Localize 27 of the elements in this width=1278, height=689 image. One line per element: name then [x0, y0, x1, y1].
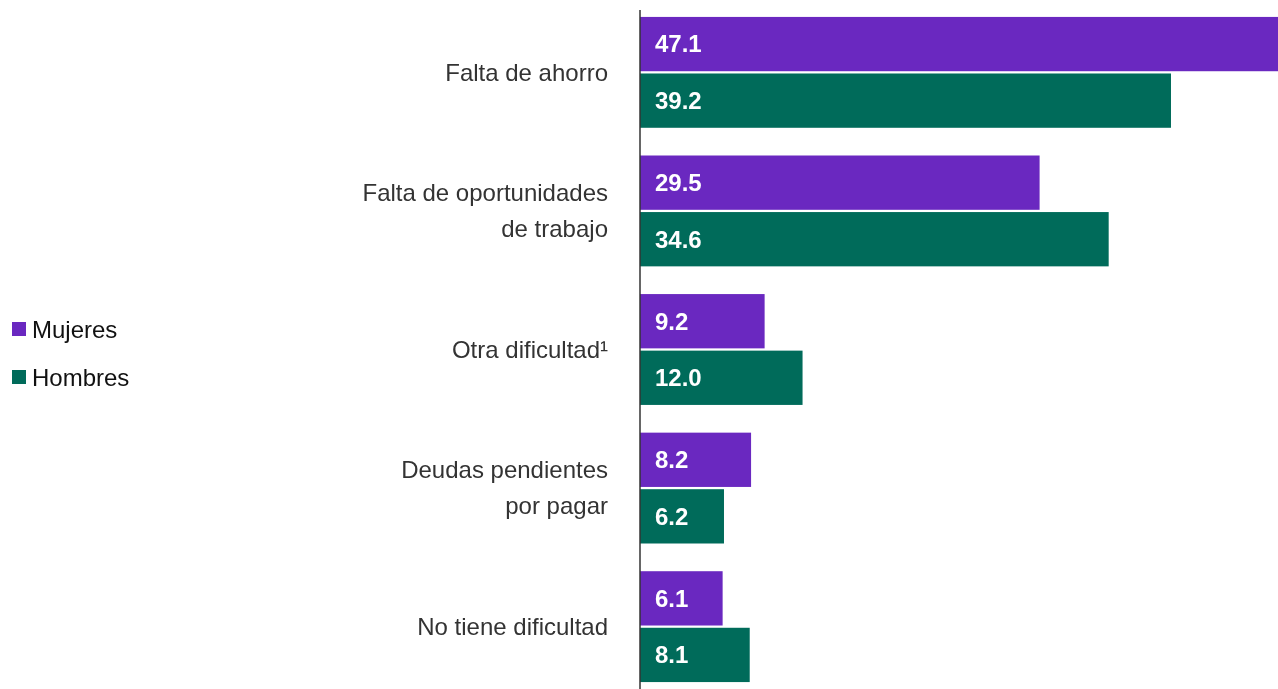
bar — [640, 212, 1109, 267]
data-label: 34.6 — [655, 225, 702, 253]
bar — [640, 350, 803, 405]
y-tick-label: Otra dificultad¹ — [451, 335, 608, 363]
bar — [640, 73, 1171, 128]
bar — [640, 432, 752, 487]
bar — [640, 627, 750, 683]
data-label: 8.2 — [655, 446, 689, 474]
data-label: 6.2 — [655, 502, 689, 530]
y-tick-label: No tiene dificultad — [417, 613, 608, 641]
legend-label: Mujeres — [32, 316, 118, 344]
bar — [640, 489, 724, 544]
data-label: 29.5 — [655, 169, 702, 197]
data-label: 39.2 — [655, 87, 702, 115]
bar — [640, 294, 765, 349]
data-label: 6.1 — [655, 584, 689, 612]
bar — [640, 571, 723, 626]
legend-label: Hombres — [32, 364, 130, 392]
data-label: 8.1 — [655, 641, 689, 669]
bar — [640, 155, 1040, 210]
data-label: 9.2 — [655, 307, 689, 335]
y-tick-label: Falta de ahorro — [445, 58, 608, 86]
data-label: 12.0 — [655, 364, 702, 392]
y-tick-label: Falta de oportunidades de trabajo — [362, 179, 608, 243]
data-label: 47.1 — [655, 30, 702, 58]
bar — [640, 16, 1278, 72]
y-tick-label: Deudas pendientes por pagar — [401, 456, 608, 520]
